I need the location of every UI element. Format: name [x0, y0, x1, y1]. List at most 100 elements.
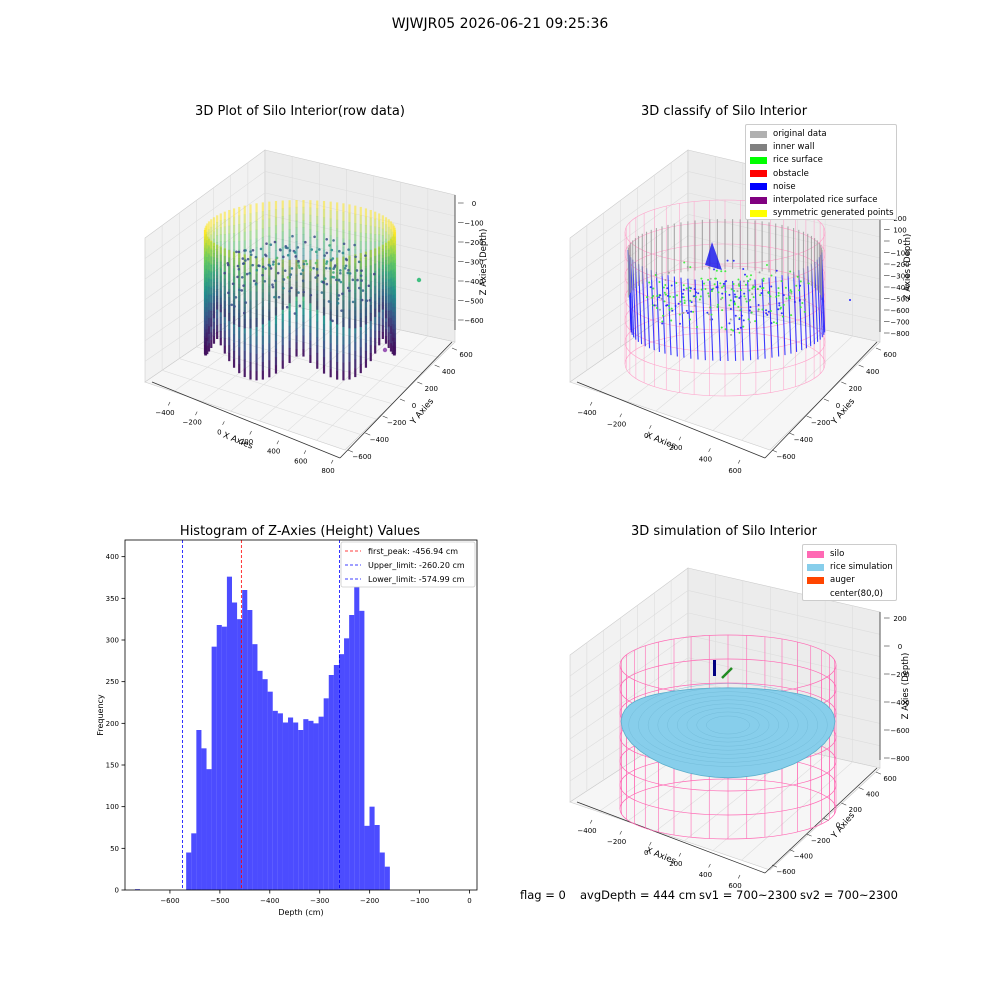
raw-point: [323, 307, 325, 315]
raw-point: [233, 351, 235, 359]
raw-point: [233, 343, 235, 351]
raw-point: [268, 227, 270, 236]
raw-point: [216, 289, 218, 296]
cls-point: [762, 280, 764, 282]
raw-point: [325, 267, 328, 270]
cls-point: [728, 294, 730, 296]
raw-point: [210, 219, 212, 227]
raw-point: [300, 273, 303, 276]
raw-point: [220, 324, 222, 331]
raw-point: [302, 291, 305, 294]
raw-point: [216, 222, 218, 229]
cls-point: [780, 307, 782, 309]
cls-point: [745, 298, 747, 300]
raw-point: [323, 357, 325, 365]
raw-point: [282, 294, 284, 302]
raw-point: [244, 301, 247, 304]
cls-point: [695, 296, 697, 298]
raw-point: [210, 311, 212, 319]
raw-point: [336, 202, 338, 211]
cls-y-tick: [772, 450, 777, 452]
raw-point: [360, 241, 362, 250]
raw-point: [244, 276, 246, 285]
raw-point: [302, 248, 304, 255]
raw-point: [348, 319, 350, 328]
raw-point: [233, 242, 235, 250]
cls-point: [740, 289, 742, 291]
raw-point: [262, 345, 264, 354]
raw-point: [365, 225, 367, 233]
simulation-legend: silo rice simulation auger center(80,0): [802, 544, 897, 601]
raw-point: [309, 333, 311, 341]
raw-point: [385, 275, 387, 282]
raw-point: [332, 271, 335, 274]
cls-z-tick-label: −800: [890, 330, 909, 338]
raw-point: [213, 260, 215, 267]
cls-point: [661, 298, 663, 300]
raw-point: [394, 254, 396, 263]
raw-point: [223, 272, 226, 275]
cls-point: [721, 309, 723, 311]
raw-point: [316, 232, 318, 240]
raw-point: [370, 242, 372, 250]
raw-point: [282, 208, 284, 216]
raw-point: [336, 307, 338, 316]
raw-point: [255, 269, 258, 272]
raw-point: [388, 280, 390, 288]
raw-y-tick: [417, 382, 422, 384]
cls-point: [737, 328, 739, 330]
raw-point: [347, 269, 350, 272]
cls-point: [686, 310, 688, 312]
cls-point: [734, 302, 736, 304]
raw-point: [238, 364, 240, 373]
raw-point: [382, 229, 384, 236]
raw-point: [232, 282, 235, 285]
raw-point: [365, 316, 367, 324]
cls-point: [804, 298, 806, 300]
cls-point: [788, 291, 790, 293]
raw-point: [295, 234, 297, 241]
cls-point: [751, 293, 753, 295]
raw-point: [290, 273, 293, 276]
raw-point: [220, 284, 222, 291]
raw-point: [249, 310, 251, 319]
histogram-y-tick-label: 100: [106, 803, 119, 811]
raw-point: [268, 312, 270, 321]
cls-point: [776, 270, 778, 272]
raw-point: [360, 318, 362, 327]
raw-point: [309, 208, 311, 216]
raw-point: [228, 265, 230, 273]
raw-point: [297, 291, 300, 294]
raw-point: [268, 369, 270, 378]
raw-point: [282, 361, 284, 369]
cls-point: [738, 332, 740, 334]
simulation-legend-label: rice simulation: [830, 562, 893, 572]
raw-point: [323, 201, 325, 209]
raw-point: [216, 256, 218, 263]
cls-point: [689, 266, 691, 268]
raw-point: [385, 282, 387, 289]
raw-point: [302, 301, 304, 308]
raw-point: [289, 296, 291, 304]
cls-point: [714, 278, 716, 280]
cls-x-tick-label: −400: [577, 409, 596, 417]
raw-point: [342, 371, 344, 380]
raw-point: [228, 313, 230, 321]
cls-point: [699, 298, 701, 300]
raw-point: [282, 247, 284, 255]
raw-point: [378, 249, 380, 256]
raw-point: [233, 359, 235, 367]
raw-point: [394, 263, 396, 272]
raw-point: [249, 293, 251, 302]
raw-point: [210, 265, 212, 273]
histogram-bar: [354, 563, 359, 890]
raw-point: [228, 345, 230, 353]
cls-y-tick: [789, 433, 794, 435]
classify-legend-swatch: [750, 157, 767, 164]
cls-point: [736, 296, 738, 298]
raw-point: [323, 258, 325, 266]
raw-point: [249, 231, 251, 240]
cls-point: [681, 296, 683, 298]
raw-point: [364, 254, 367, 257]
classify-legend-item: obstacle: [750, 168, 809, 180]
